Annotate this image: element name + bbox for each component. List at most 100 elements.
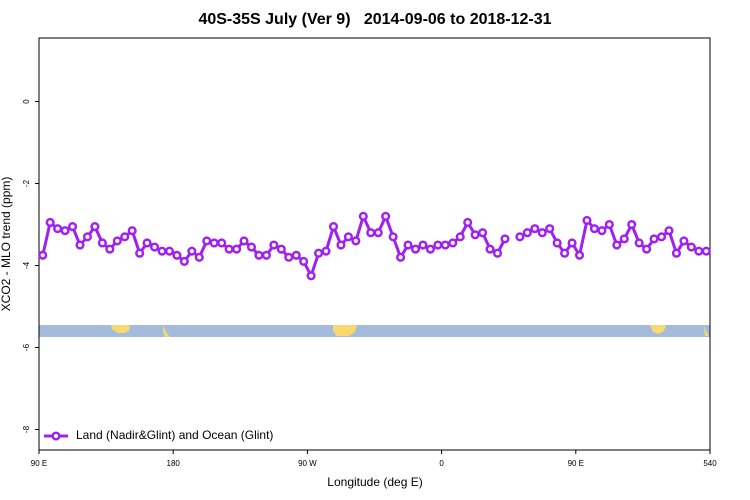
- data-point: [373, 228, 383, 238]
- data-point: [388, 232, 398, 242]
- data-point: [127, 226, 137, 236]
- x-tick-label: 180: [167, 459, 181, 468]
- data-point: [142, 238, 152, 248]
- data-point: [224, 244, 234, 254]
- data-point: [574, 250, 585, 260]
- data-point: [60, 226, 70, 236]
- data-point: [97, 238, 107, 248]
- data-point: [209, 238, 219, 248]
- data-point: [150, 242, 160, 252]
- x-tick-label: 90 W: [298, 459, 317, 468]
- data-point: [261, 250, 271, 260]
- data-point: [634, 238, 644, 248]
- data-point: [500, 234, 510, 244]
- x-axis-label: Longitude (deg E): [327, 475, 422, 489]
- data-point: [328, 222, 339, 232]
- data-point: [187, 246, 197, 256]
- data-point: [90, 222, 100, 232]
- data-point: [671, 248, 682, 258]
- data-point: [194, 252, 204, 262]
- data-point: [306, 271, 316, 281]
- data-point: [455, 232, 465, 242]
- data-point: [105, 244, 115, 254]
- data-point: [366, 228, 376, 238]
- data-point: [269, 240, 279, 250]
- data-point: [75, 240, 85, 250]
- data-point: [299, 256, 309, 266]
- data-point: [291, 250, 301, 260]
- plot-frame: [38, 37, 711, 451]
- data-point: [381, 211, 391, 221]
- data-point: [604, 219, 614, 230]
- data-point: [642, 244, 652, 254]
- data-point: [164, 246, 175, 256]
- data-point: [276, 244, 286, 254]
- y-tick-label: -6: [22, 343, 31, 351]
- map-strip: [39, 325, 710, 337]
- data-point: [246, 242, 257, 252]
- data-point: [157, 246, 167, 256]
- data-point: [470, 230, 480, 240]
- data-point: [179, 256, 189, 266]
- data-point: [254, 250, 264, 260]
- chart-title: 40S-35S July (Ver 9) 2014-09-06 to 2018-…: [198, 11, 551, 28]
- data-point: [567, 238, 577, 248]
- data-point: [686, 242, 696, 252]
- legend-marker: [51, 431, 61, 441]
- x-tick-label: 90 E: [31, 459, 47, 468]
- data-point: [448, 238, 458, 248]
- data-point: [619, 234, 629, 244]
- x-tick-label: 540: [703, 459, 717, 468]
- data-point: [82, 232, 93, 242]
- y-tick-label: 0: [22, 99, 31, 104]
- data-point: [321, 246, 331, 256]
- data-point: [425, 244, 435, 254]
- data-point: [694, 246, 704, 256]
- data-point: [492, 248, 503, 258]
- data-point: [202, 236, 212, 246]
- data-point: [560, 248, 570, 258]
- data-point: [172, 250, 182, 260]
- data-point: [537, 228, 547, 238]
- data-point: [68, 222, 78, 232]
- data-point: [433, 240, 443, 250]
- data-point: [552, 238, 562, 248]
- data-point: [589, 224, 599, 234]
- data-point: [239, 236, 249, 246]
- data-point: [396, 252, 406, 262]
- data-point: [53, 224, 63, 234]
- data-point: [112, 236, 122, 246]
- y-tick-label: -4: [22, 261, 31, 269]
- data-point: [485, 244, 495, 254]
- x-tick-label: 90 E: [568, 459, 584, 468]
- data-point: [358, 211, 368, 221]
- data-point: [410, 244, 421, 254]
- data-point: [664, 226, 674, 236]
- legend-label: Land (Nadir&Glint) and Ocean (Glint): [76, 428, 273, 442]
- y-tick-label: -8: [22, 425, 31, 433]
- data-point: [582, 215, 592, 225]
- data-point: [463, 217, 473, 228]
- data-point: [135, 248, 145, 258]
- data-point: [314, 248, 324, 258]
- data-point: [679, 236, 689, 246]
- data-point: [515, 232, 525, 242]
- data-point: [530, 224, 540, 234]
- data-point: [45, 217, 55, 228]
- data-point: [656, 232, 667, 242]
- data-point: [440, 240, 450, 250]
- y-axis-label: XCO2 - MLO trend (ppm): [0, 177, 13, 312]
- data-point: [627, 219, 637, 230]
- data-point: [217, 238, 227, 248]
- x-tick-label: 0: [439, 459, 444, 468]
- data-point: [597, 226, 607, 236]
- data-point: [522, 228, 532, 238]
- data-point: [336, 240, 346, 250]
- data-point: [478, 228, 488, 238]
- data-point: [120, 232, 130, 242]
- data-point: [232, 244, 242, 254]
- data-point: [649, 234, 659, 244]
- data-point: [284, 252, 294, 262]
- data-point: [351, 236, 361, 246]
